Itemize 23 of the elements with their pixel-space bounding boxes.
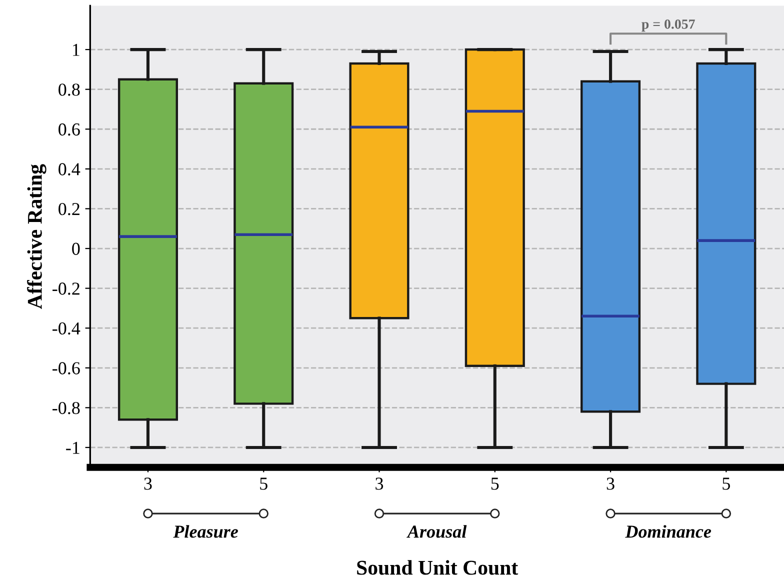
y-tick-label: 0.6 bbox=[58, 123, 80, 136]
text: Arousal bbox=[406, 525, 467, 538]
x-tick-label: 5 bbox=[491, 478, 499, 490]
x-tick-label: 3 bbox=[144, 478, 152, 490]
y-tick-label: 0 bbox=[72, 242, 80, 255]
x-tick-label: 3 bbox=[376, 478, 384, 490]
y-tick-label: 0.8 bbox=[58, 84, 80, 96]
x-tick-label: 5 bbox=[722, 478, 730, 490]
y-tick-label: -0.2 bbox=[52, 282, 80, 295]
x-tick-label: 3 bbox=[606, 478, 614, 490]
x-tick-label: 5 bbox=[260, 478, 268, 490]
text: Pleasure bbox=[173, 525, 238, 538]
annotation: p = 0.057 bbox=[642, 19, 695, 32]
y-tick-label: 1 bbox=[73, 44, 80, 56]
y-tick-label: 0.4 bbox=[58, 163, 80, 176]
y-tick-label: 0.2 bbox=[58, 202, 80, 216]
y-tick-label: -1 bbox=[66, 442, 80, 454]
y-tick-label: -0.6 bbox=[52, 362, 80, 374]
y-tick-label: -0.4 bbox=[52, 322, 80, 335]
y-axis-title: Affective Rating bbox=[27, 164, 46, 309]
text: Dominance bbox=[625, 525, 712, 538]
y-tick-label: -0.8 bbox=[52, 402, 80, 414]
x-axis-title: Sound Unit Count bbox=[357, 560, 518, 575]
